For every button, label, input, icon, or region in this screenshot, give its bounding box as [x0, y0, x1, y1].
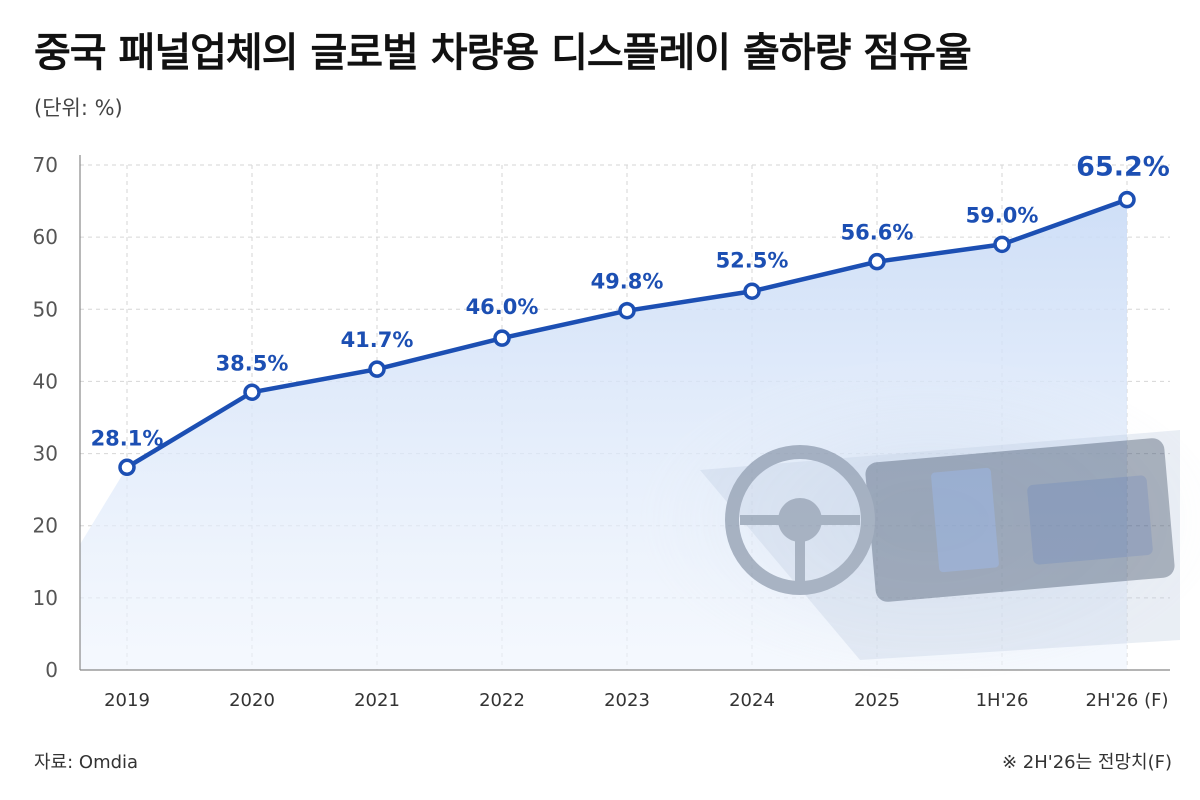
- data-point: [243, 383, 261, 401]
- axes: 0 10 20 30 40 50 60 70 2019 2020 2021 2022 2023 2024 2…: [33, 153, 1170, 711]
- data-point: [493, 329, 511, 347]
- data-label: 52.5%: [716, 248, 789, 272]
- data-point: [743, 282, 761, 300]
- data-label: 38.5%: [216, 351, 289, 375]
- x-tick-label: 2025: [854, 690, 900, 711]
- x-tick-label: 2022: [479, 690, 525, 711]
- y-tick-label: 0: [45, 658, 58, 682]
- y-tick-label: 10: [33, 586, 58, 610]
- x-tick-label: 2H'26 (F): [1086, 690, 1169, 711]
- data-point: [1118, 190, 1136, 209]
- x-tick-label: 2019: [104, 690, 150, 711]
- data-label: 49.8%: [591, 270, 664, 294]
- data-label: 59.0%: [966, 203, 1039, 227]
- data-labels: 28.1% 38.5% 41.7% 46.0% 49.8% 52.5% 56.6% 59.0%…: [91, 152, 1170, 451]
- y-tick-label: 30: [33, 442, 58, 466]
- forecast-note: ※ 2H'26는 전망치(F): [1001, 752, 1172, 773]
- y-tick-label: 50: [33, 297, 58, 321]
- y-tick-label: 20: [33, 514, 58, 538]
- data-point: [118, 458, 136, 477]
- data-point: [368, 360, 386, 378]
- x-tick-label: 2020: [229, 690, 275, 711]
- chart-title: 중국 패널업체의 글로벌 차량용 디스플레이 출하량 점유율: [34, 30, 972, 76]
- data-points: [118, 190, 1136, 477]
- line-chart: 0 10 20 30 40 50 60 70 2019 2020 2021 2022 2023 2024 2…: [33, 152, 1200, 711]
- y-tick-label: 40: [33, 369, 58, 393]
- x-tick-label: 2023: [604, 690, 650, 711]
- data-label: 46.0%: [466, 295, 539, 319]
- data-point: [868, 252, 886, 271]
- data-point: [618, 301, 636, 320]
- x-tick-label: 2024: [729, 690, 775, 711]
- y-tick-label: 70: [33, 153, 58, 177]
- y-tick-label: 60: [33, 225, 58, 249]
- data-point: [993, 235, 1011, 254]
- unit-label: (단위: %): [34, 96, 123, 120]
- data-label: 41.7%: [341, 328, 414, 352]
- x-tick-label: 2021: [354, 690, 400, 711]
- x-tick-label: 1H'26: [976, 690, 1029, 711]
- data-label: 28.1%: [91, 426, 164, 450]
- car-dashboard-illustration: [640, 360, 1200, 680]
- data-label: 65.2%: [1076, 152, 1170, 183]
- source-note: 자료: Omdia: [34, 752, 139, 773]
- data-label: 56.6%: [841, 221, 914, 245]
